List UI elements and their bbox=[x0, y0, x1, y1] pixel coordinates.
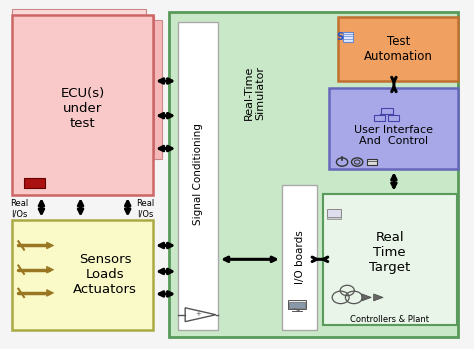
Bar bbox=[388, 114, 399, 121]
Text: Signal Conditioning: Signal Conditioning bbox=[193, 124, 203, 225]
Bar bbox=[24, 178, 45, 188]
Bar bbox=[169, 12, 458, 337]
Bar bbox=[19, 15, 154, 153]
Text: Real
I/Os: Real I/Os bbox=[137, 199, 155, 219]
Text: Test
Automation: Test Automation bbox=[364, 35, 433, 63]
Bar bbox=[178, 22, 218, 330]
Text: I/O boards: I/O boards bbox=[295, 231, 305, 284]
Polygon shape bbox=[46, 266, 54, 273]
Polygon shape bbox=[46, 242, 54, 249]
Bar bbox=[381, 108, 392, 114]
Text: Sensors
Loads
Actuators: Sensors Loads Actuators bbox=[73, 253, 137, 296]
Bar bbox=[327, 209, 341, 217]
Bar bbox=[338, 17, 458, 81]
Bar bbox=[12, 9, 146, 148]
Text: S: S bbox=[337, 32, 344, 42]
Bar bbox=[329, 88, 458, 169]
Text: Real-Time
Simulator: Real-Time Simulator bbox=[244, 66, 266, 120]
Bar bbox=[282, 185, 317, 330]
Bar bbox=[289, 302, 305, 308]
Bar bbox=[12, 220, 153, 330]
Polygon shape bbox=[362, 294, 371, 301]
Text: Controllers & Plant: Controllers & Plant bbox=[350, 315, 429, 324]
Text: ECU(s)
under
test: ECU(s) under test bbox=[60, 87, 105, 130]
Text: +: + bbox=[195, 311, 201, 317]
Polygon shape bbox=[374, 294, 383, 301]
Bar bbox=[374, 114, 385, 121]
Bar bbox=[327, 217, 341, 219]
Bar bbox=[27, 21, 162, 159]
Text: Real
Time
Target: Real Time Target bbox=[369, 231, 410, 274]
Bar bbox=[288, 300, 306, 309]
Bar bbox=[12, 15, 153, 195]
Text: Real
I/Os: Real I/Os bbox=[10, 199, 28, 219]
Polygon shape bbox=[46, 289, 54, 296]
Bar bbox=[323, 194, 457, 325]
Bar bbox=[367, 159, 377, 165]
Bar bbox=[343, 31, 353, 42]
Text: User Interface
And  Control: User Interface And Control bbox=[355, 125, 433, 146]
